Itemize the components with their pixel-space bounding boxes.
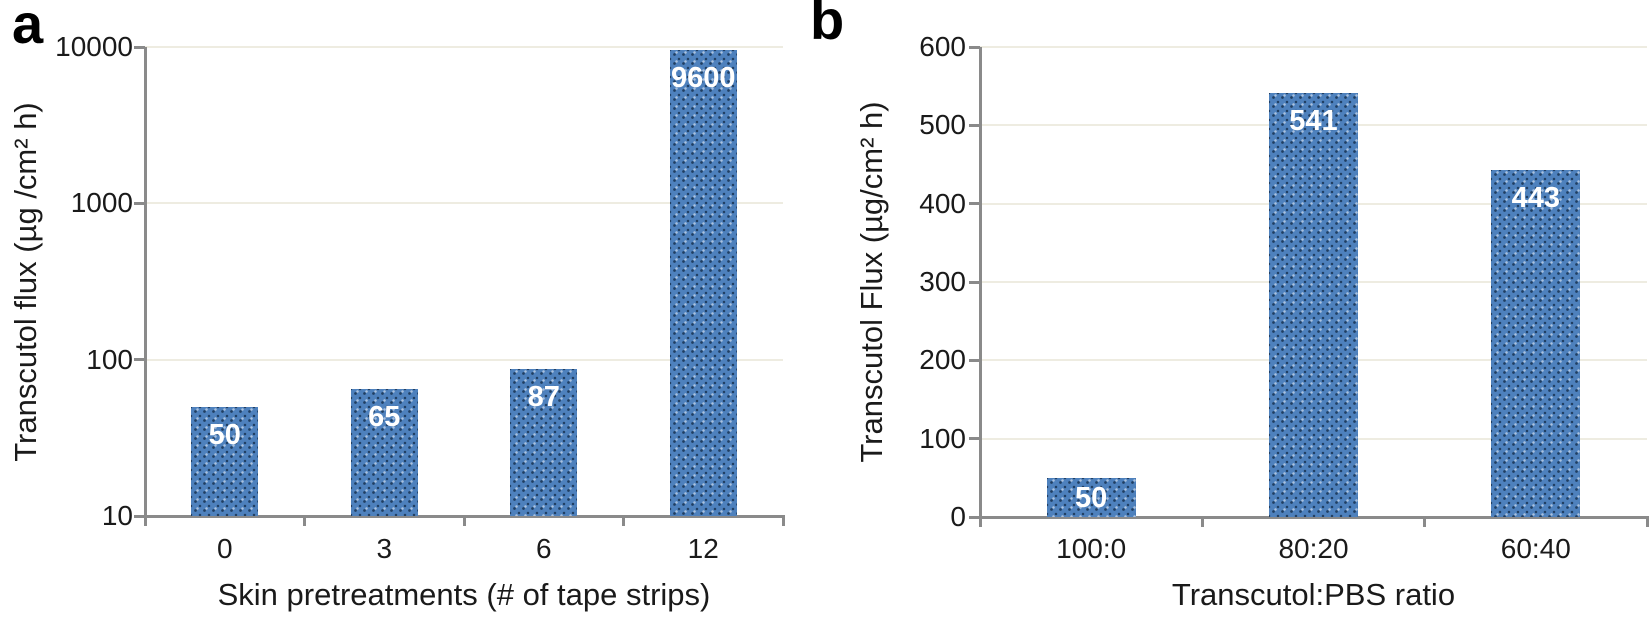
x-axis-tick-mark <box>1645 517 1649 527</box>
x-axis-category-label: 80:20 <box>1278 533 1349 564</box>
bar-0 <box>191 406 259 516</box>
y-axis-tick-label: 200 <box>919 344 966 376</box>
bar-value-label: 443 <box>1511 181 1561 214</box>
y-axis-tick-mark <box>969 123 980 127</box>
x-axis-tick-mark <box>622 516 625 526</box>
bar-80-20 <box>1269 93 1358 517</box>
bar-100-0 <box>1046 477 1136 517</box>
y-axis-tick-mark <box>969 280 980 284</box>
gridline <box>145 46 783 48</box>
y-axis-line <box>143 47 147 516</box>
x-axis-tick-mark <box>978 517 982 527</box>
gridline <box>145 358 783 361</box>
y-axis-tick-label: 600 <box>919 31 966 62</box>
bar-12 <box>669 49 737 516</box>
x-axis-line <box>978 515 1649 519</box>
x-axis-title: Transcutol:PBS ratio <box>1171 577 1456 612</box>
x-axis-title: Skin pretreatments (# of tape strips) <box>217 577 711 612</box>
y-axis-tick-label: 10 <box>101 500 133 531</box>
y-axis-tick-mark <box>969 202 980 206</box>
x-axis-tick-mark <box>303 516 306 526</box>
bar-6 <box>510 369 578 516</box>
y-axis-line <box>978 47 982 517</box>
bar-value-label: 50 <box>1075 482 1108 515</box>
x-axis-tick-mark <box>462 516 466 526</box>
x-axis-category-label: 60:40 <box>1500 533 1571 564</box>
y-axis-tick-label: 0 <box>950 501 966 532</box>
y-axis-tick-mark <box>969 515 980 519</box>
y-axis-tick-label: 500 <box>919 109 966 141</box>
y-axis-tick-mark <box>134 358 145 362</box>
x-axis-tick-mark <box>1200 517 1204 527</box>
y-axis-tick-label: 300 <box>919 266 966 297</box>
bar-value-label: 87 <box>527 381 560 414</box>
x-axis-category-label: 3 <box>376 533 393 564</box>
gridline <box>980 46 1647 48</box>
y-axis-tick-label: 1000 <box>70 187 133 219</box>
bar-value-label: 65 <box>368 400 401 433</box>
bar-3 <box>350 388 418 516</box>
x-axis-tick-mark <box>1423 517 1427 527</box>
y-axis-tick-label: 400 <box>919 187 966 219</box>
x-axis-category-label: 0 <box>216 533 233 564</box>
y-axis-tick-label: 100 <box>919 422 966 454</box>
x-axis-category-label: 100:0 <box>1056 533 1127 564</box>
bar-value-label: 9600 <box>670 61 736 94</box>
y-axis-tick-mark <box>134 45 145 49</box>
y-axis-tick-label: 10000 <box>55 31 133 62</box>
y-axis-tick-label: 100 <box>86 343 133 375</box>
panel-letter-b: b <box>810 0 845 51</box>
bar-value-label: 541 <box>1289 105 1338 138</box>
y-axis-tick-mark <box>134 201 145 205</box>
y-axis-tick-mark <box>969 358 980 362</box>
x-axis-category-label: 6 <box>535 533 552 564</box>
bar-value-label: 50 <box>208 418 241 451</box>
panel-letter-a: a <box>12 0 44 55</box>
y-axis-title: Transcutol Flux (µg/cm² h) <box>854 101 889 463</box>
x-axis-tick-mark <box>781 516 785 526</box>
x-axis-tick-mark <box>143 516 147 526</box>
gridline <box>145 202 783 205</box>
y-axis-tick-mark <box>969 437 980 441</box>
x-axis-category-label: 12 <box>687 533 719 564</box>
bar-60-40 <box>1491 169 1581 517</box>
y-axis-tick-mark <box>969 45 980 49</box>
y-axis-tick-mark <box>134 514 145 518</box>
